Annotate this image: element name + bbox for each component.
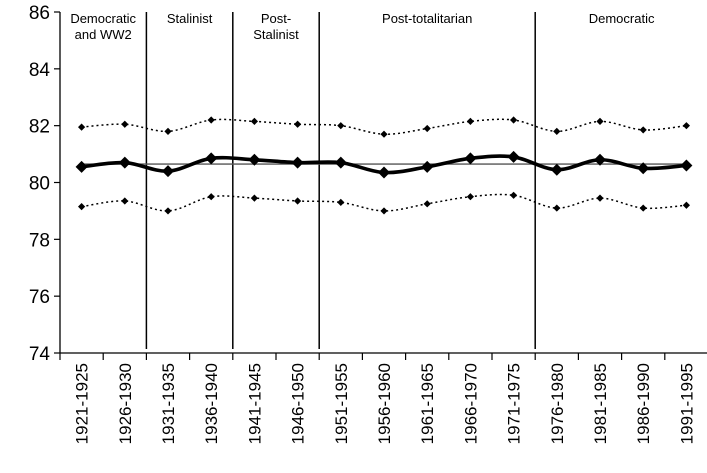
x-axis: 1921-1925 1926-1930 1931-1935 1936-1940 1941… (59, 352, 707, 444)
data-point-marker (205, 152, 218, 165)
data-point-marker (334, 156, 347, 169)
series-group (75, 116, 693, 215)
y-tick-label: 78 (29, 230, 50, 251)
data-point-marker (680, 159, 693, 172)
x-tick-label: 1921-1925 (73, 363, 92, 444)
data-point-marker (682, 201, 690, 209)
data-point-marker (596, 117, 604, 126)
data-point-marker (423, 200, 431, 208)
period-label-line: Democratic (70, 11, 136, 26)
data-point-marker (337, 122, 345, 130)
data-point-marker (637, 162, 650, 175)
data-point-marker (294, 197, 302, 205)
data-point-marker (510, 116, 518, 124)
data-point-marker (121, 120, 129, 128)
data-point-marker (639, 126, 647, 134)
y-tick-label: 82 (29, 117, 50, 138)
data-point-marker (553, 127, 561, 135)
data-point-marker (421, 160, 434, 173)
data-point-marker (466, 117, 474, 126)
period-label: Post-Stalinist (253, 11, 299, 42)
data-point-marker (337, 198, 345, 206)
data-point-marker (594, 153, 606, 166)
x-tick-label: 1936-1940 (202, 363, 221, 444)
x-tick-label: 1951-1955 (332, 363, 351, 444)
data-point-marker (378, 166, 390, 179)
x-tick-label: 1991-1995 (677, 363, 696, 444)
x-tick-label: 1946-1950 (289, 363, 308, 444)
data-point-marker (121, 197, 129, 205)
data-point-marker (250, 117, 258, 126)
data-point-marker (207, 116, 215, 124)
data-point-marker (639, 204, 647, 212)
x-tick-label: 1926-1930 (116, 363, 135, 444)
x-tick-label: 1986-1990 (634, 363, 653, 444)
data-point-marker (162, 165, 174, 178)
x-tick-label: 1956-1960 (375, 363, 394, 444)
data-point-marker (553, 204, 561, 212)
x-tick-label: 1961-1965 (418, 363, 437, 444)
data-point-marker (596, 194, 604, 202)
x-tick-label: 1981-1985 (591, 363, 610, 444)
data-point-marker (507, 150, 520, 163)
data-point-marker (423, 124, 431, 133)
data-point-marker (75, 160, 88, 173)
period-label-line: Stalinist (167, 11, 213, 26)
data-point-marker (164, 207, 172, 215)
x-tick-label: 1976-1980 (548, 363, 567, 444)
x-tick-label: 1941-1945 (245, 363, 264, 444)
data-point-marker (294, 120, 302, 128)
data-point-marker (464, 152, 477, 165)
data-point-marker (118, 156, 131, 169)
data-point-marker (164, 127, 172, 135)
data-point-marker (682, 122, 690, 130)
period-label-line: Stalinist (253, 27, 299, 42)
period-label: Democratic and WW2 (70, 11, 136, 42)
y-tick-label: 86 (29, 3, 50, 24)
data-point-marker (78, 123, 86, 131)
data-point-marker (248, 153, 261, 166)
data-point-marker (510, 191, 518, 199)
y-tick-label: 76 (29, 287, 50, 308)
data-point-marker (466, 193, 474, 201)
data-point-marker (78, 203, 86, 211)
x-tick-label: 1971-1975 (505, 363, 524, 444)
period-label: Post-totalitarian (382, 11, 472, 26)
period-dividers (145, 12, 536, 349)
x-tick-label: 1966-1970 (461, 363, 480, 444)
data-point-marker (291, 156, 304, 169)
data-point-marker (380, 130, 388, 138)
data-point-marker (550, 163, 563, 176)
period-label-line: Democratic (589, 11, 655, 26)
data-point-marker (250, 194, 258, 202)
period-label-line: Post-totalitarian (382, 11, 472, 26)
period-label-line: Post- (261, 11, 291, 26)
y-tick-label: 74 (29, 344, 51, 365)
y-tick-label: 84 (29, 60, 51, 81)
y-axis: 74 76 78 80 82 84 86 (29, 3, 61, 365)
y-tick-label: 80 (29, 174, 50, 195)
x-tick-label: 1931-1935 (159, 363, 178, 444)
data-point-marker (207, 193, 215, 201)
data-point-marker (380, 207, 388, 215)
period-label: Stalinist (167, 11, 213, 26)
period-label-line: and WW2 (75, 27, 132, 42)
series-line (81, 193, 687, 212)
period-label: Democratic (589, 11, 655, 26)
